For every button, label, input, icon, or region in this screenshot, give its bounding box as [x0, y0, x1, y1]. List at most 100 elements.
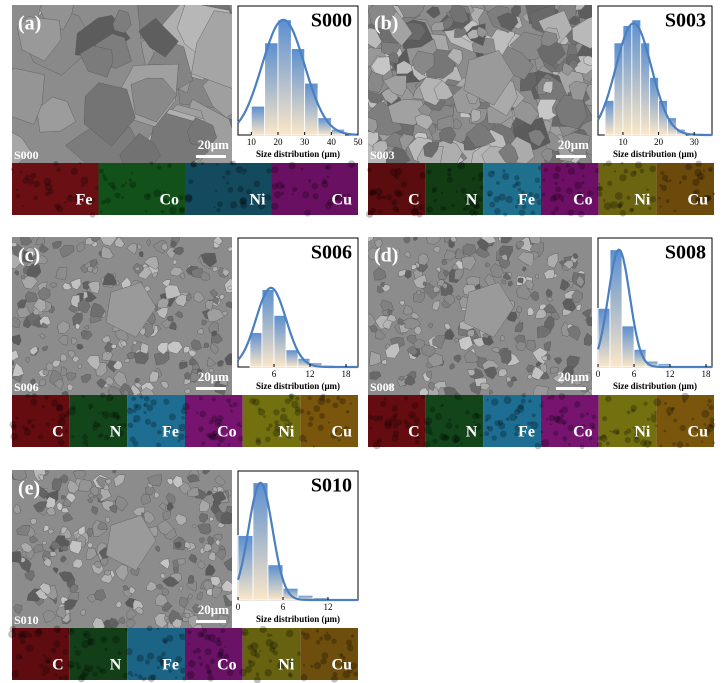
particle	[112, 470, 117, 474]
eds-speckle	[236, 422, 241, 427]
eds-speckle	[404, 396, 409, 401]
eds-speckle	[444, 434, 450, 441]
eds-speckle	[216, 652, 223, 659]
scale-bar-label: 20μm	[558, 137, 589, 152]
eds-speckle	[347, 667, 354, 674]
eds-speckle	[484, 431, 490, 437]
eds-speckle	[464, 196, 469, 202]
eds-speckle	[272, 429, 281, 437]
eds-speckle	[460, 442, 464, 446]
element-label: Co	[573, 192, 593, 209]
histogram-bar	[264, 42, 279, 136]
eds-speckle	[126, 407, 133, 415]
x-tick-label: 20	[274, 137, 284, 147]
eds-speckle	[266, 427, 271, 432]
eds-speckle	[143, 395, 150, 402]
eds-speckle	[23, 428, 32, 436]
particle	[60, 495, 67, 500]
chart-title: S008	[665, 242, 706, 264]
eds-speckle	[536, 199, 543, 206]
eds-speckle	[71, 434, 75, 439]
eds-speckle	[455, 424, 460, 429]
particle	[198, 512, 209, 524]
particle	[13, 604, 23, 615]
particle	[213, 534, 223, 541]
eds-speckle	[198, 396, 203, 401]
eds-speckle	[114, 192, 121, 199]
particle	[398, 269, 407, 277]
histogram-bar	[277, 19, 292, 136]
eds-speckle	[312, 193, 319, 200]
particle	[372, 140, 389, 157]
eds-speckle	[134, 673, 138, 677]
eds-speckle	[190, 161, 197, 168]
x-axis-label: Size distribution (μm)	[613, 381, 697, 391]
x-tick-label: 40	[327, 137, 337, 147]
eds-speckle	[332, 402, 339, 409]
eds-speckle	[204, 633, 211, 641]
particle	[108, 504, 118, 514]
particle	[37, 286, 51, 300]
eds-speckle	[200, 161, 205, 166]
eds-speckle	[351, 634, 355, 638]
eds-speckle	[242, 168, 247, 173]
particle	[75, 322, 81, 330]
eds-speckle	[145, 210, 148, 213]
particle	[12, 132, 33, 163]
eds-speckle	[264, 669, 273, 677]
particle	[393, 247, 401, 255]
eds-speckle	[144, 659, 150, 665]
eds-speckle	[641, 428, 647, 434]
eds-speckle	[709, 168, 712, 172]
eds-speckle	[200, 632, 205, 637]
eds-speckle	[239, 425, 243, 428]
eds-speckle	[88, 407, 92, 410]
particle	[559, 278, 571, 291]
fit-curve	[236, 481, 358, 602]
particle	[191, 268, 204, 279]
particle	[90, 237, 102, 243]
eds-speckle	[596, 441, 603, 448]
eds-speckle	[558, 393, 566, 400]
eds-speckle	[433, 199, 438, 203]
particle	[99, 237, 118, 247]
eds-speckle	[703, 428, 711, 436]
eds-speckle	[530, 421, 539, 430]
eds-speckle	[103, 176, 108, 181]
eds-speckle	[383, 397, 387, 401]
particle	[191, 603, 204, 614]
particle	[171, 618, 183, 628]
eds-speckle	[440, 404, 444, 408]
eds-map	[12, 163, 99, 215]
eds-speckle	[235, 165, 244, 174]
eds-speckle	[633, 437, 640, 444]
eds-speckle	[302, 191, 310, 199]
eds-speckle	[223, 653, 230, 660]
particle	[102, 272, 118, 286]
x-tick-label: 18	[702, 369, 712, 379]
eds-speckle	[167, 163, 172, 169]
particle	[522, 266, 527, 272]
eds-speckle	[295, 396, 300, 401]
eds-speckle	[313, 662, 322, 670]
particle	[510, 5, 521, 17]
particle	[447, 47, 463, 66]
eds-speckle	[227, 186, 234, 193]
eds-speckle	[124, 182, 127, 185]
sample-label: S003	[370, 148, 395, 162]
eds-speckle	[639, 168, 645, 174]
particle	[431, 300, 440, 312]
particle	[156, 307, 169, 320]
particle	[59, 244, 75, 258]
particle	[137, 243, 143, 251]
eds-speckle	[549, 195, 557, 203]
particle	[423, 141, 440, 158]
eds-speckle	[64, 414, 67, 417]
eds-speckle	[473, 420, 476, 423]
eds-speckle	[706, 195, 712, 201]
eds-speckle	[56, 404, 64, 412]
eds-speckle	[245, 665, 253, 673]
eds-speckle	[217, 435, 225, 443]
eds-speckle	[336, 395, 341, 401]
particle	[516, 305, 523, 313]
